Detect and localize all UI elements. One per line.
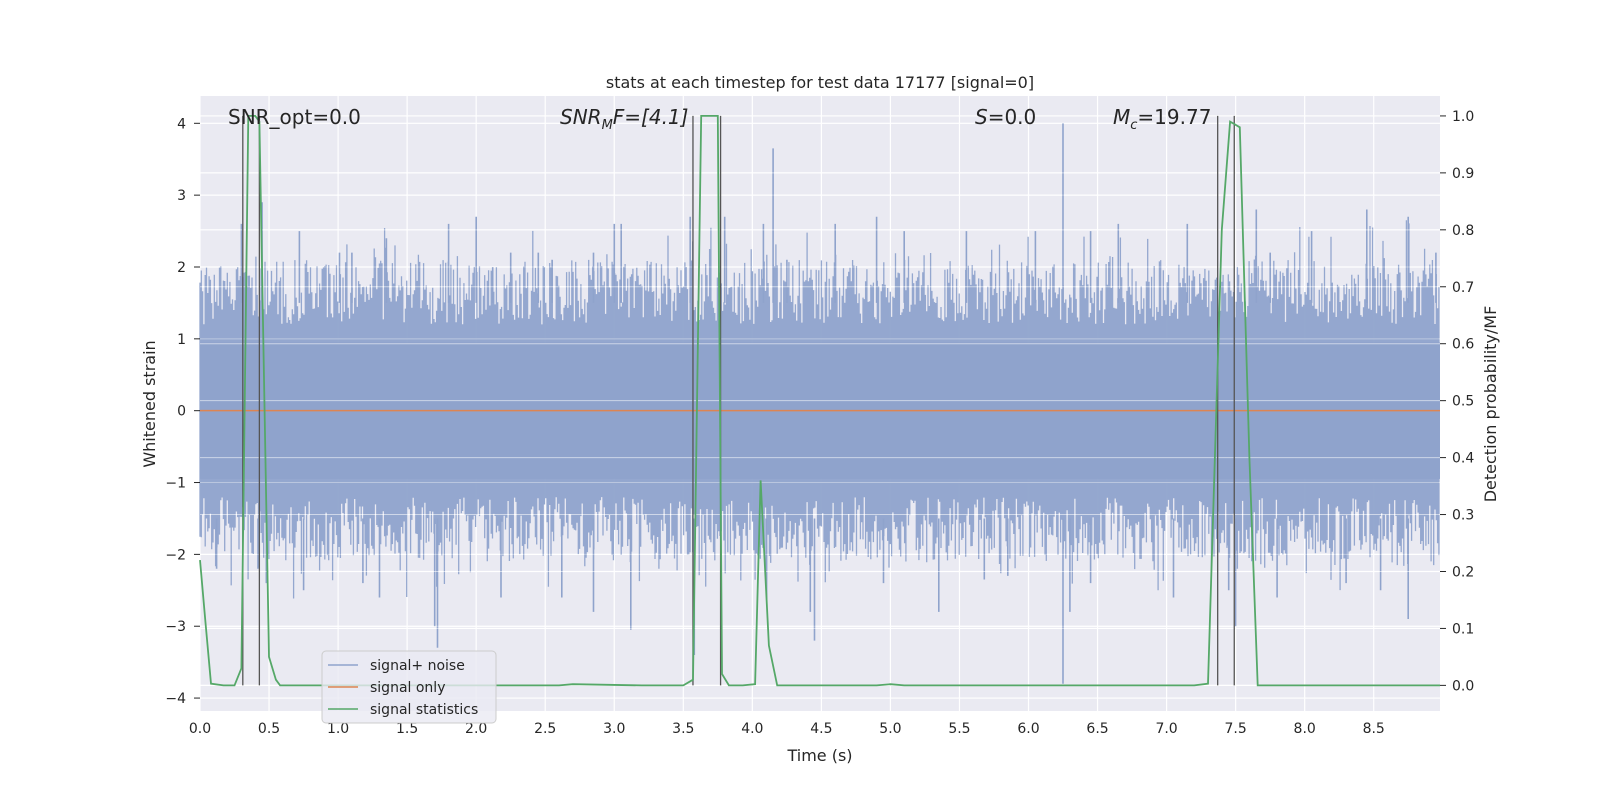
legend: signal+ noise signal only signal statist…: [321, 650, 497, 724]
y2-tick-label: 0.7: [1452, 280, 1474, 296]
legend-label-signal-statistics: signal statistics: [370, 702, 478, 718]
x-tick-label: 6.0: [1017, 721, 1039, 737]
x-tick-label: 5.5: [948, 721, 970, 737]
y2-axis-label: Detection probability/MF: [1481, 306, 1500, 503]
x-tick-label: 1.0: [327, 721, 349, 737]
y-tick-label: 0: [177, 404, 186, 420]
y2-tick-label: 0.5: [1452, 394, 1474, 410]
y2-tick-label: 0.8: [1452, 223, 1474, 239]
annotation-snr-mf: SNRMF=[4.1]: [560, 105, 688, 133]
x-tick-label: 7.0: [1155, 721, 1177, 737]
x-tick-label: 7.5: [1225, 721, 1247, 737]
y2-tick-label: 0.3: [1452, 508, 1474, 524]
y2-tick-label: 0.0: [1452, 678, 1474, 694]
x-tick-label: 2.5: [534, 721, 556, 737]
x-tick-label: 5.0: [879, 721, 901, 737]
y2-tick-label: 0.9: [1452, 166, 1474, 182]
y2-tick-label: 1.0: [1452, 109, 1474, 125]
x-tick-label: 8.5: [1363, 721, 1385, 737]
y2-axis-ticks: 1.0 0.9 0.8 0.7 0.6 0.5 0.4 0.3 0.2 0.1 0.0: [1440, 109, 1474, 694]
annotation-s: S=0.0: [975, 105, 1036, 129]
y-tick-label: −1: [165, 476, 186, 492]
x-tick-label: 3.5: [672, 721, 694, 737]
signal-statistics-line: [199, 115, 1440, 687]
y-tick-label: −4: [165, 691, 186, 707]
y-tick-label: 3: [177, 188, 186, 204]
x-tick-label: 8.0: [1294, 721, 1316, 737]
y-tick-label: 2: [177, 260, 186, 276]
y2-tick-label: 0.2: [1452, 564, 1474, 580]
y-tick-label: −3: [165, 619, 186, 635]
y2-tick-label: 0.1: [1452, 621, 1474, 637]
x-tick-label: 2.0: [465, 721, 487, 737]
y2-tick-label: 0.4: [1452, 451, 1474, 467]
x-tick-label: 4.5: [810, 721, 832, 737]
x-tick-label: 1.5: [396, 721, 418, 737]
x-tick-label: 4.0: [741, 721, 763, 737]
x-tick-label: 0.5: [258, 721, 280, 737]
x-axis-label: Time (s): [786, 746, 852, 765]
legend-label-signal-noise: signal+ noise: [370, 658, 465, 674]
series-signal-statistics: [199, 115, 1440, 687]
x-tick-label: 0.0: [189, 721, 211, 737]
y-tick-label: 1: [177, 332, 186, 348]
x-axis-ticks: 0.0 0.5 1.0 1.5 2.0 2.5 3.0 3.5 4.0 4.5 5.0 5.5 6.0 6…: [189, 721, 1385, 737]
x-tick-label: 6.5: [1086, 721, 1108, 737]
y-axis-label: Whitened strain: [140, 340, 159, 467]
y-tick-label: 4: [177, 116, 186, 132]
y2-tick-label: 0.6: [1452, 337, 1474, 353]
y-axis-ticks: 4 3 2 1 0 −1 −2 −3 −4: [165, 116, 200, 707]
chart-title: stats at each timestep for test data 171…: [606, 73, 1034, 92]
legend-label-signal-only: signal only: [370, 680, 445, 696]
y-tick-label: −2: [165, 547, 186, 563]
legend-box: [321, 650, 497, 724]
annotation-mc: Mc=19.77: [1113, 105, 1211, 133]
x-tick-label: 3.0: [603, 721, 625, 737]
annotation-snr-opt: SNR_opt=0.0: [228, 105, 361, 129]
noise-spikes: [215, 123, 1437, 684]
